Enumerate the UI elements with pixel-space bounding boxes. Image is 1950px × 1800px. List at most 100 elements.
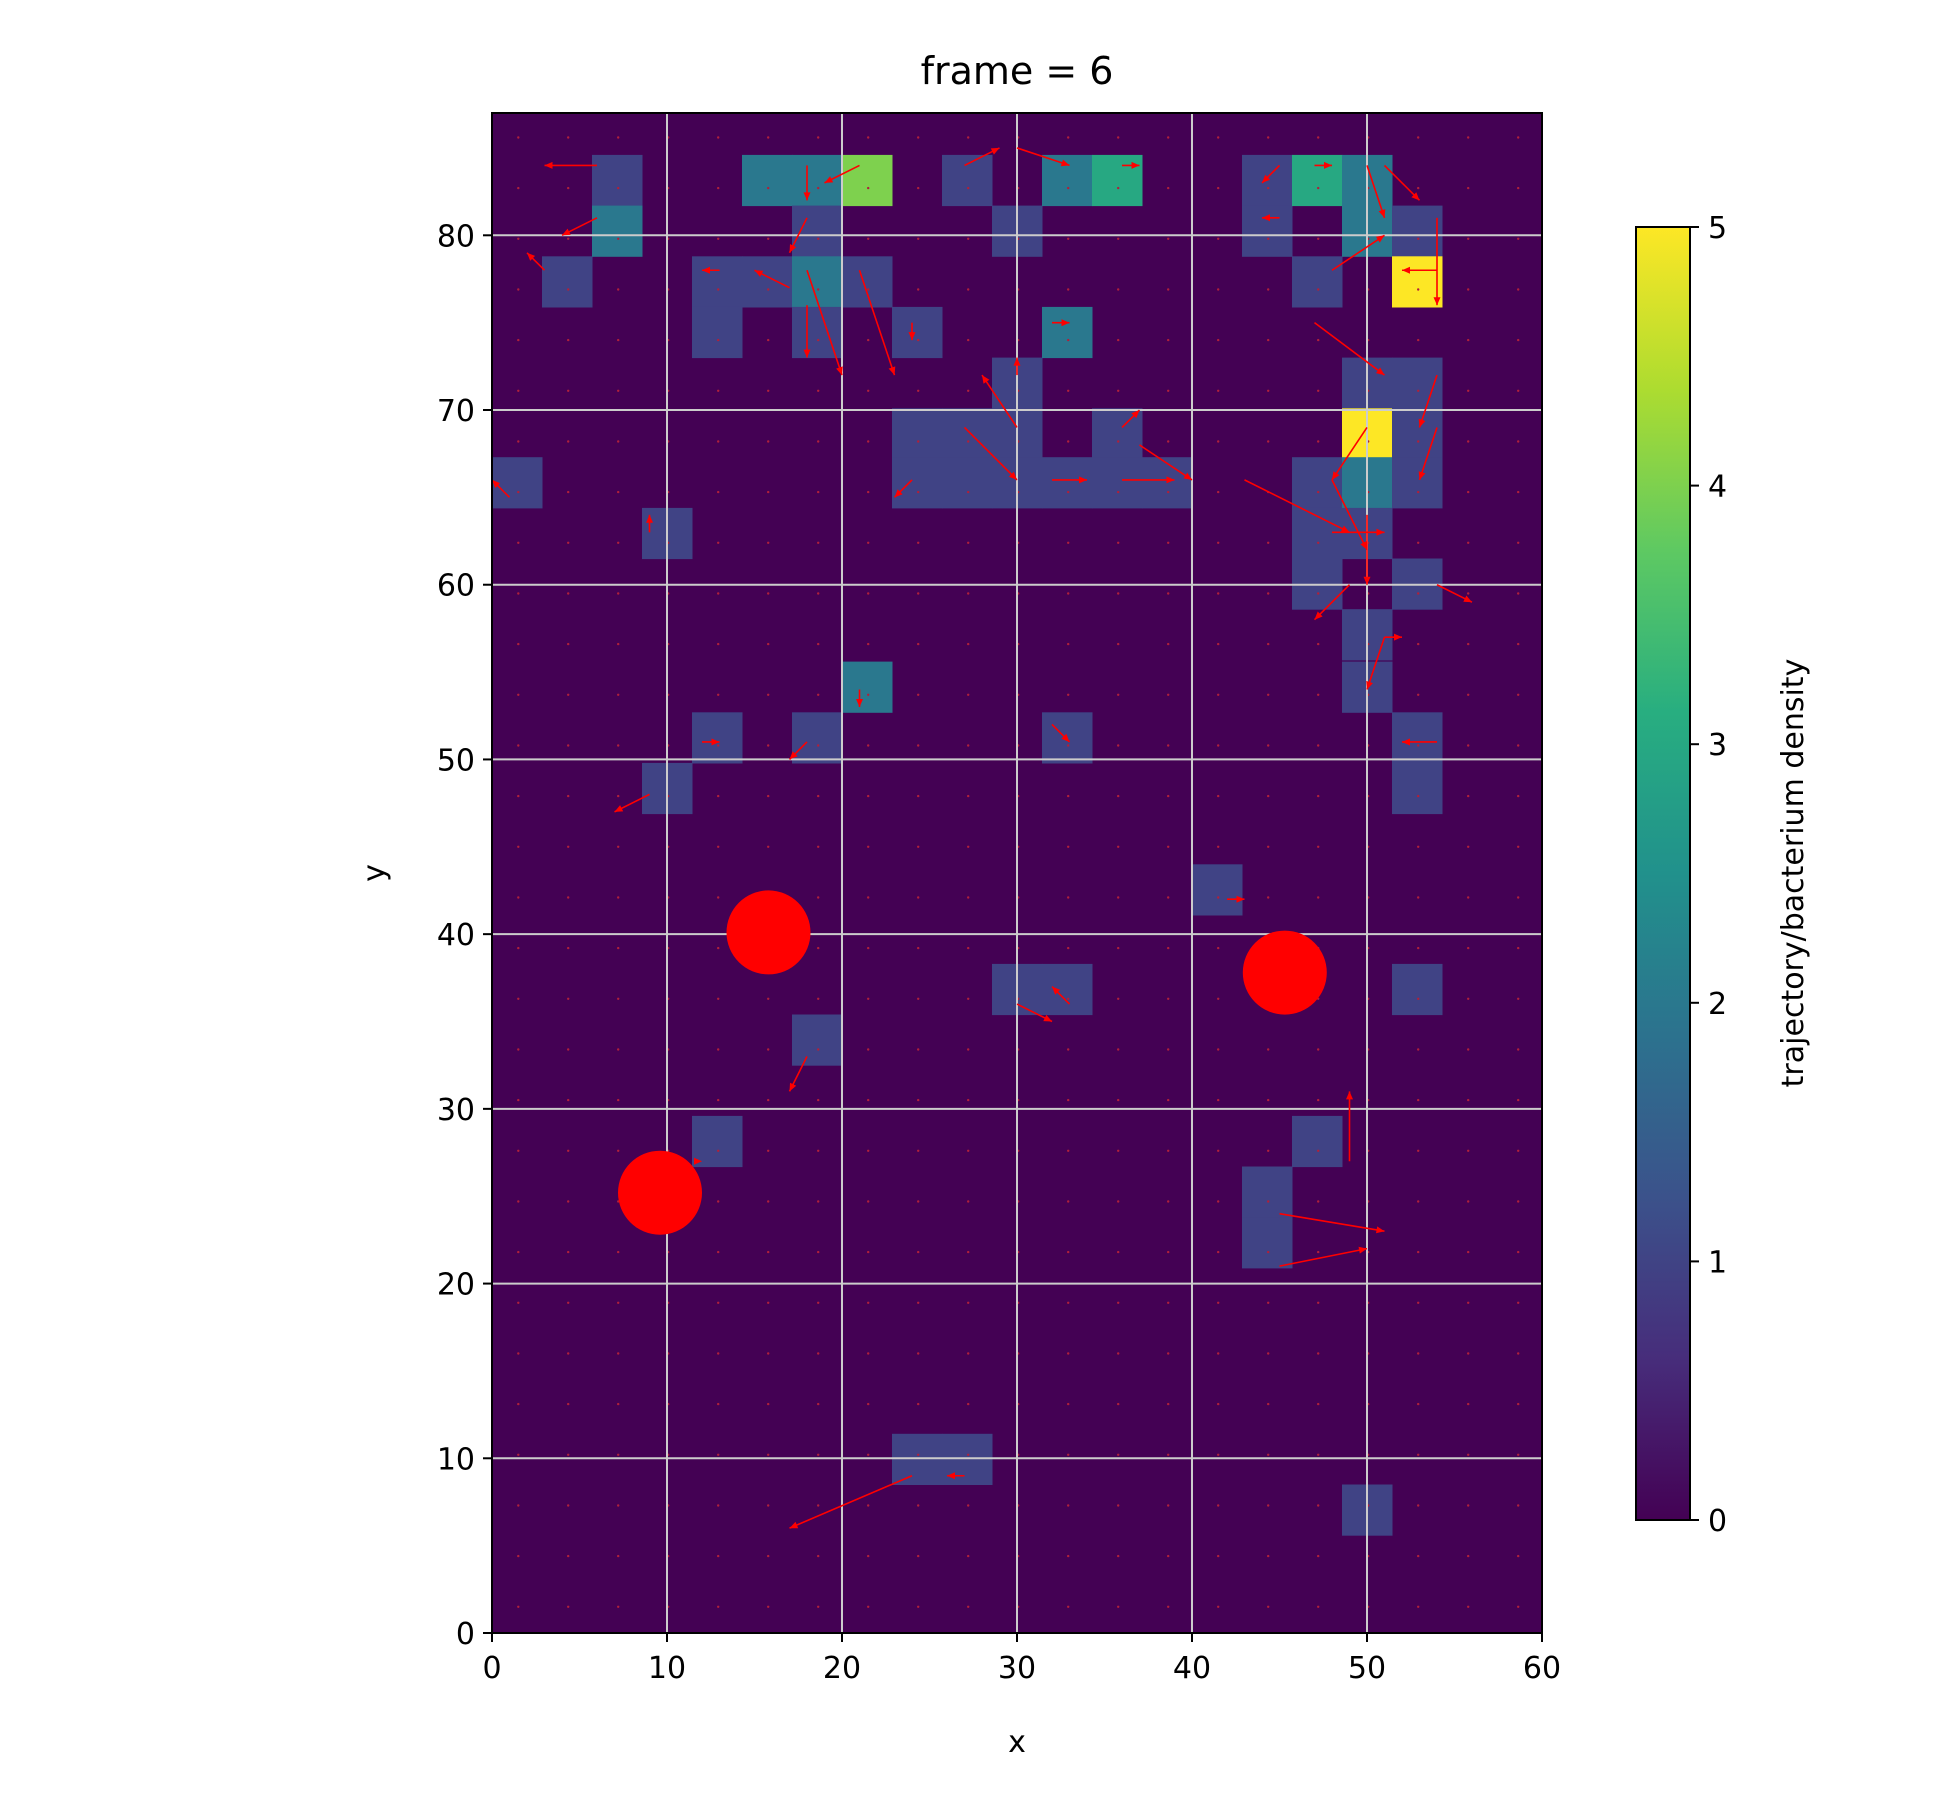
velocity-arrow: [1016, 147, 1070, 167]
grid-dot: [917, 389, 920, 392]
velocity-arrow: [1331, 234, 1385, 271]
arrow-shaft: [1418, 427, 1438, 481]
grid-dot: [867, 1098, 870, 1102]
grid-dot: [867, 338, 870, 342]
grid-dot: [1217, 1301, 1220, 1305]
arrow-head: [1332, 471, 1340, 480]
grid-dot: [567, 1402, 570, 1406]
grid-dot: [1417, 1402, 1420, 1406]
grid-dot: [1217, 136, 1220, 139]
obstacle-disc: [726, 890, 811, 975]
arrow-head: [1314, 611, 1323, 620]
grid-dot: [817, 237, 820, 240]
grid-dot: [867, 541, 870, 544]
velocity-arrow: [806, 269, 843, 376]
grid-dot: [767, 1200, 770, 1203]
velocity-arrow: [908, 322, 916, 341]
grid-dot: [1467, 1149, 1470, 1153]
grid-dot: [817, 592, 820, 595]
grid-dot: [967, 1250, 970, 1254]
arrow-head: [824, 176, 834, 183]
grid-dot: [1317, 338, 1320, 342]
grid-dot: [917, 997, 920, 1000]
density-cell: [1292, 256, 1343, 308]
grid-dot: [867, 186, 870, 190]
grid-dot: [1217, 288, 1220, 291]
grid-dot: [767, 1504, 770, 1507]
grid-dot: [517, 389, 520, 392]
grid-dot: [1267, 896, 1270, 899]
grid-dot: [617, 592, 620, 595]
velocity-arrow: [1244, 479, 1350, 534]
grid-dot: [1067, 693, 1070, 696]
grid-dot: [1467, 1048, 1470, 1051]
grid-dot: [917, 440, 920, 443]
grid-dot: [1317, 1048, 1320, 1051]
grid-dot: [867, 136, 870, 139]
grid-dot: [1417, 693, 1420, 696]
velocity-arrow: [1436, 584, 1473, 603]
grid-dot: [1417, 997, 1420, 1000]
grid-dot: [517, 1098, 520, 1102]
grid-dot: [1467, 1200, 1470, 1203]
grid-dot: [817, 946, 820, 950]
grid-dot: [567, 1554, 570, 1558]
arrow-head: [803, 192, 811, 201]
grid-dot: [567, 440, 570, 443]
grid-dot: [1167, 186, 1170, 190]
grid-dot: [1217, 744, 1220, 747]
grid-dot: [1167, 389, 1170, 392]
arrow-head: [1433, 297, 1441, 306]
grid-dot: [717, 237, 720, 240]
grid-dot: [1317, 693, 1320, 696]
grid-dot: [967, 1352, 970, 1355]
grid-dot: [867, 592, 870, 595]
density-cell: [1392, 762, 1443, 815]
grid-dot: [1267, 237, 1270, 240]
grid-dot: [1517, 1048, 1520, 1051]
grid-dot: [917, 946, 920, 950]
grid-dot: [717, 1301, 720, 1305]
velocity-arrow: [1279, 1246, 1368, 1267]
grid-dot: [867, 845, 870, 848]
velocity-arrow: [1051, 985, 1071, 1005]
grid-dot: [817, 1605, 820, 1609]
grid-dot: [767, 288, 770, 291]
grid-dot: [517, 896, 520, 899]
grid-dot: [1517, 1200, 1520, 1203]
grid-dot: [967, 490, 970, 494]
grid-dot: [1467, 338, 1470, 342]
grid-dot: [617, 1605, 620, 1609]
arrow-head: [1375, 235, 1385, 243]
grid-dot: [1167, 744, 1170, 747]
arrow-head: [1360, 541, 1367, 550]
arrow-shaft: [1383, 164, 1421, 201]
grid-dot: [717, 896, 720, 899]
grid-dot: [1517, 946, 1520, 950]
grid-dot: [917, 794, 920, 798]
grid-dot: [1217, 845, 1220, 848]
grid-dot: [867, 946, 870, 950]
grid-dot: [1517, 288, 1520, 291]
velocity-arrow: [1016, 1003, 1053, 1023]
arrow-head: [947, 1472, 955, 1480]
density-cell: [692, 256, 743, 308]
grid-dot: [1117, 896, 1120, 899]
y-tick-label: 70: [437, 394, 475, 429]
grid-dot: [1417, 541, 1420, 544]
grid-dot: [1167, 1301, 1170, 1305]
grid-dot: [1467, 642, 1470, 646]
grid-dot: [1517, 845, 1520, 848]
velocity-arrow: [1122, 476, 1175, 484]
obstacle-disc: [618, 1150, 702, 1235]
grid-dot: [817, 541, 820, 544]
arrow-head: [1376, 528, 1385, 536]
grid-dot: [1317, 642, 1320, 646]
grid-dot: [917, 1504, 920, 1507]
grid-dot: [1517, 1554, 1520, 1558]
grid-dot: [1267, 592, 1270, 595]
grid-dot: [517, 845, 520, 848]
velocity-arrow: [694, 1157, 702, 1165]
grid-dot: [967, 288, 970, 291]
grid-dot: [967, 1098, 970, 1102]
